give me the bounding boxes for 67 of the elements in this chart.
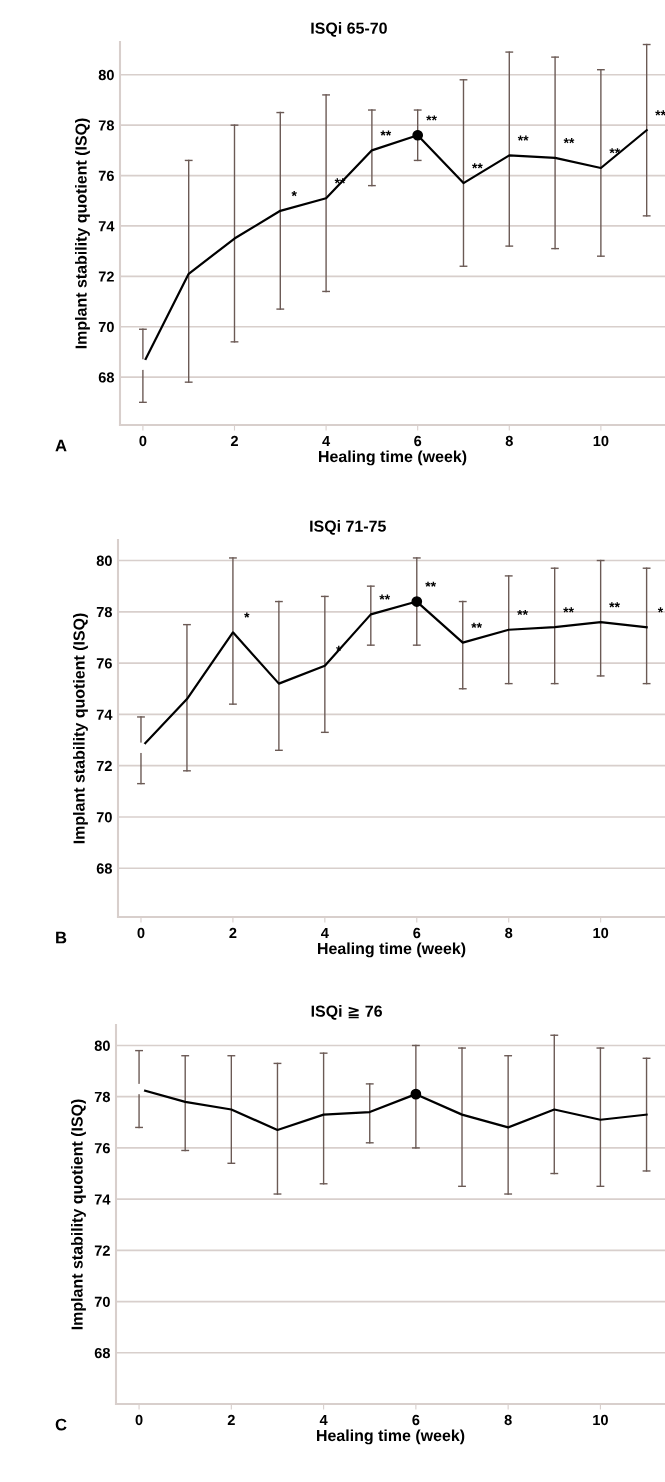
annotation: ** — [379, 594, 391, 600]
y-tick-label: 78 — [94, 1091, 110, 1103]
x-axis-title: Healing time (week) — [319, 450, 467, 466]
x-tick-label: 4 — [321, 927, 329, 938]
y-axis-title: Implant stability quotient (ISQ) — [75, 118, 90, 349]
x-tick-label: 10 — [593, 435, 609, 447]
annotation: ** — [471, 622, 483, 628]
text: B — [56, 931, 67, 944]
annotation: ** — [517, 135, 529, 141]
y-tick-label: 80 — [96, 555, 112, 566]
x-tick-label: 0 — [135, 1414, 143, 1426]
x-tick-label: 10 — [593, 1414, 608, 1426]
x-tick-label: 8 — [504, 1414, 512, 1426]
y-axis-title: Implant stability quotient (ISQ) — [71, 1099, 86, 1330]
y-tick-label: 72 — [96, 760, 112, 771]
annotation: ** — [563, 138, 575, 144]
x-tick-label: 0 — [137, 927, 145, 939]
x-tick-label: 10 — [593, 927, 609, 939]
annotation: ** — [426, 115, 437, 121]
x-tick-label: 2 — [229, 927, 237, 938]
annotation: ** — [609, 602, 620, 608]
y-tick-label: 70 — [94, 1296, 110, 1307]
y-tick-label: 70 — [98, 321, 114, 333]
y-tick-label: 70 — [96, 812, 112, 823]
y-tick-label: 68 — [98, 372, 114, 383]
annotation: ** — [472, 163, 483, 169]
annotation: * — [291, 190, 297, 197]
x-tick-label: 4 — [319, 1414, 328, 1425]
y-tick-label: 74 — [98, 221, 115, 232]
y-tick-label: 76 — [96, 658, 112, 669]
y-tick-label: 78 — [98, 120, 114, 131]
chart-title: ISQi 71-75 — [310, 520, 386, 535]
annotation: ** — [425, 581, 437, 587]
x-tick-label: 4 — [322, 435, 331, 446]
annotation: ** — [655, 110, 665, 116]
x-tick-label: 8 — [505, 927, 513, 939]
text: C — [55, 1418, 67, 1431]
y-tick-label: 72 — [98, 271, 114, 282]
y-tick-label: 74 — [96, 709, 113, 720]
chart-title: ISQi ≧ 76 — [311, 1005, 382, 1020]
y-tick-label: 68 — [96, 863, 112, 874]
annotation: ** — [563, 607, 574, 613]
y-tick-label: 80 — [98, 69, 114, 81]
x-tick-label: 8 — [505, 435, 513, 447]
annotation: ** — [380, 130, 392, 136]
x-axis-title: Healing time (week) — [318, 942, 466, 958]
y-tick-label: 78 — [96, 606, 112, 618]
x-axis-title: Healing time (week) — [317, 1429, 465, 1445]
annotation: * — [244, 612, 250, 618]
text: A — [55, 439, 67, 452]
x-tick-label: 6 — [413, 927, 421, 939]
x-tick-label: 2 — [230, 435, 238, 446]
annotation: ** — [517, 609, 528, 616]
x-tick-label: 0 — [139, 435, 147, 447]
y-tick-label: 76 — [98, 170, 114, 181]
x-tick-label: 6 — [412, 1414, 420, 1426]
y-axis-title: Implant stability quotient (ISQ) — [73, 613, 88, 844]
y-tick-label: 68 — [94, 1347, 110, 1359]
x-tick-label: 2 — [227, 1414, 235, 1425]
y-tick-label: 74 — [94, 1194, 111, 1205]
x-tick-label: 6 — [414, 435, 422, 447]
y-tick-label: 76 — [94, 1143, 110, 1154]
annotation: * — [657, 607, 664, 613]
annotation: ** — [609, 148, 621, 154]
y-tick-label: 80 — [94, 1040, 110, 1051]
chart-title: ISQi 65-70 — [311, 22, 387, 37]
y-tick-label: 72 — [94, 1245, 110, 1256]
